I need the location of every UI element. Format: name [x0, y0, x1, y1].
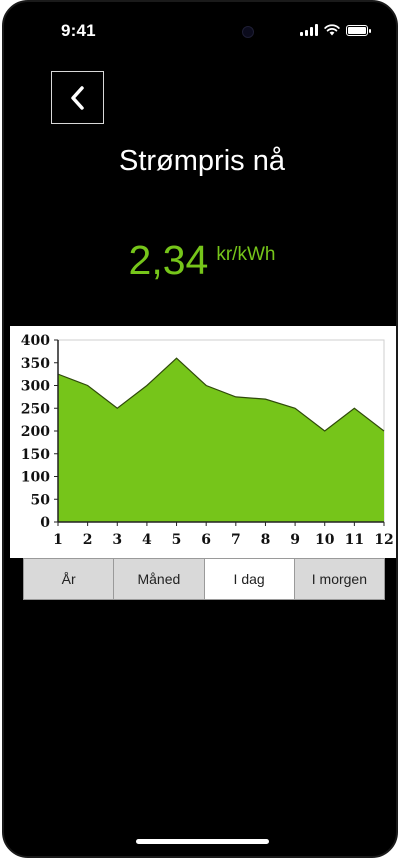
period-tabs: År Måned I dag I morgen	[23, 558, 385, 600]
price-line	[57, 357, 385, 432]
x-tick-label: 8	[261, 532, 271, 548]
status-icons	[300, 24, 371, 36]
front-camera-icon	[242, 26, 254, 38]
y-tick-label: 100	[21, 470, 50, 486]
y-tick-label: 250	[21, 401, 50, 417]
cellular-signal-icon	[300, 24, 318, 36]
x-tick-label: 3	[112, 532, 122, 548]
status-time: 9:41	[61, 21, 96, 40]
y-tick-label: 150	[21, 447, 50, 463]
wifi-icon	[324, 24, 340, 36]
tab-month[interactable]: Måned	[114, 559, 205, 599]
y-tick-label: 0	[40, 515, 50, 531]
tab-year[interactable]: År	[24, 559, 115, 599]
price-value: 2,34	[128, 237, 209, 283]
tab-month-label: Måned	[137, 571, 181, 587]
y-tick-label: 50	[31, 492, 51, 508]
x-tick-label: 1	[53, 532, 63, 548]
price-unit: kr/kWh	[216, 244, 276, 265]
x-tick-label: 11	[345, 532, 364, 548]
price-area	[58, 358, 384, 522]
x-tick-label: 4	[142, 532, 152, 548]
page-title: Strømpris nå	[119, 145, 285, 177]
x-tick-label: 6	[201, 532, 211, 548]
home-indicator	[136, 839, 269, 844]
tab-tomorrow-label: I morgen	[311, 571, 367, 587]
back-button[interactable]	[51, 71, 104, 124]
x-tick-label: 12	[374, 532, 393, 548]
current-price: 2,34 kr/kWh	[4, 237, 396, 284]
x-tick-label: 10	[315, 532, 335, 548]
tab-tomorrow[interactable]: I morgen	[295, 559, 384, 599]
tab-today-label: I dag	[233, 571, 265, 587]
x-tick-label: 5	[172, 532, 182, 548]
y-tick-label: 200	[21, 424, 50, 440]
price-chart: 0 50 100 150 200 250 300 350 400 1 2 3 4 5 6 7 8 9 10 11 12	[10, 326, 396, 558]
y-tick-label: 400	[21, 333, 50, 349]
x-tick-label: 7	[231, 532, 241, 548]
x-tick-label: 2	[83, 532, 93, 548]
x-tick-label: 9	[290, 532, 300, 548]
y-tick-label: 350	[21, 356, 50, 372]
tab-today[interactable]: I dag	[204, 559, 295, 599]
chevron-left-icon	[70, 85, 84, 110]
tab-year-label: År	[61, 571, 76, 587]
battery-icon	[346, 24, 371, 36]
status-bar: 9:41	[4, 2, 396, 52]
y-tick-label: 300	[21, 379, 50, 395]
